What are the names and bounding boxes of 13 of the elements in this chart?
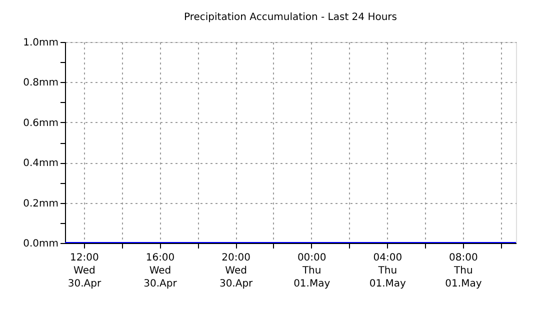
- x-tick-label: 00:00 Thu 01.May: [294, 252, 330, 290]
- x-tick-label: 04:00 Thu 01.May: [369, 252, 406, 290]
- x-tick-label: 16:00 Wed 30.Apr: [144, 252, 178, 290]
- y-tick-label: 1.0mm: [23, 38, 58, 48]
- x-tick-label: 12:00 Wed 30.Apr: [68, 252, 102, 290]
- x-tick-label: 08:00 Thu 01.May: [445, 252, 482, 290]
- x-tick-label: 20:00 Wed 30.Apr: [219, 252, 254, 290]
- chart-title: Precipitation Accumulation - Last 24 Hours: [184, 12, 397, 23]
- y-tick-label: 0.0mm: [23, 238, 58, 250]
- y-tick-label: 0.8mm: [23, 78, 58, 89]
- y-tick-label: 0.6mm: [23, 118, 58, 129]
- y-tick-label: 0.4mm: [23, 158, 58, 170]
- y-tick-label: 0.2mm: [23, 198, 58, 210]
